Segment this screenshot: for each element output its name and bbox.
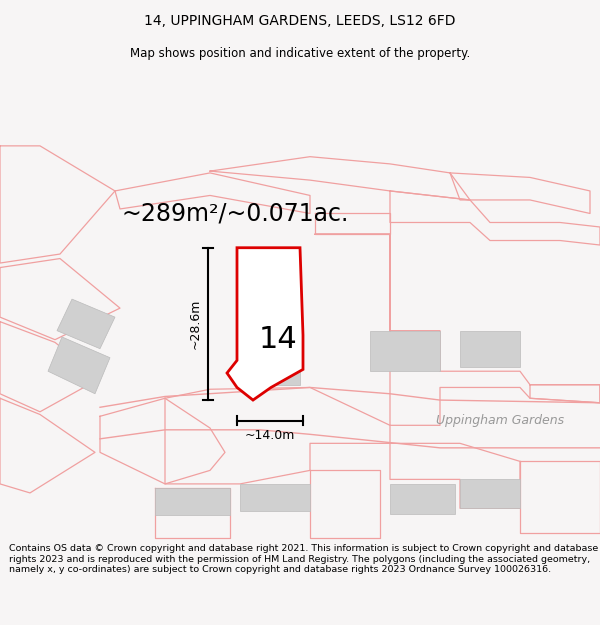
Polygon shape — [370, 331, 440, 371]
Polygon shape — [48, 337, 110, 394]
Text: ~28.6m: ~28.6m — [188, 299, 202, 349]
Polygon shape — [460, 331, 520, 367]
Polygon shape — [240, 484, 310, 511]
Text: ~289m²/~0.071ac.: ~289m²/~0.071ac. — [121, 201, 349, 226]
Polygon shape — [237, 342, 300, 385]
Polygon shape — [155, 488, 230, 516]
Text: 14, UPPINGHAM GARDENS, LEEDS, LS12 6FD: 14, UPPINGHAM GARDENS, LEEDS, LS12 6FD — [144, 14, 456, 28]
Polygon shape — [460, 479, 520, 508]
Text: ~14.0m: ~14.0m — [245, 429, 295, 442]
Polygon shape — [57, 299, 115, 349]
Text: Map shows position and indicative extent of the property.: Map shows position and indicative extent… — [130, 47, 470, 59]
Text: 14: 14 — [259, 325, 298, 354]
Polygon shape — [390, 484, 455, 514]
Text: Uppingham Gardens: Uppingham Gardens — [436, 414, 564, 428]
Text: Contains OS data © Crown copyright and database right 2021. This information is : Contains OS data © Crown copyright and d… — [9, 544, 598, 574]
Polygon shape — [227, 248, 303, 400]
